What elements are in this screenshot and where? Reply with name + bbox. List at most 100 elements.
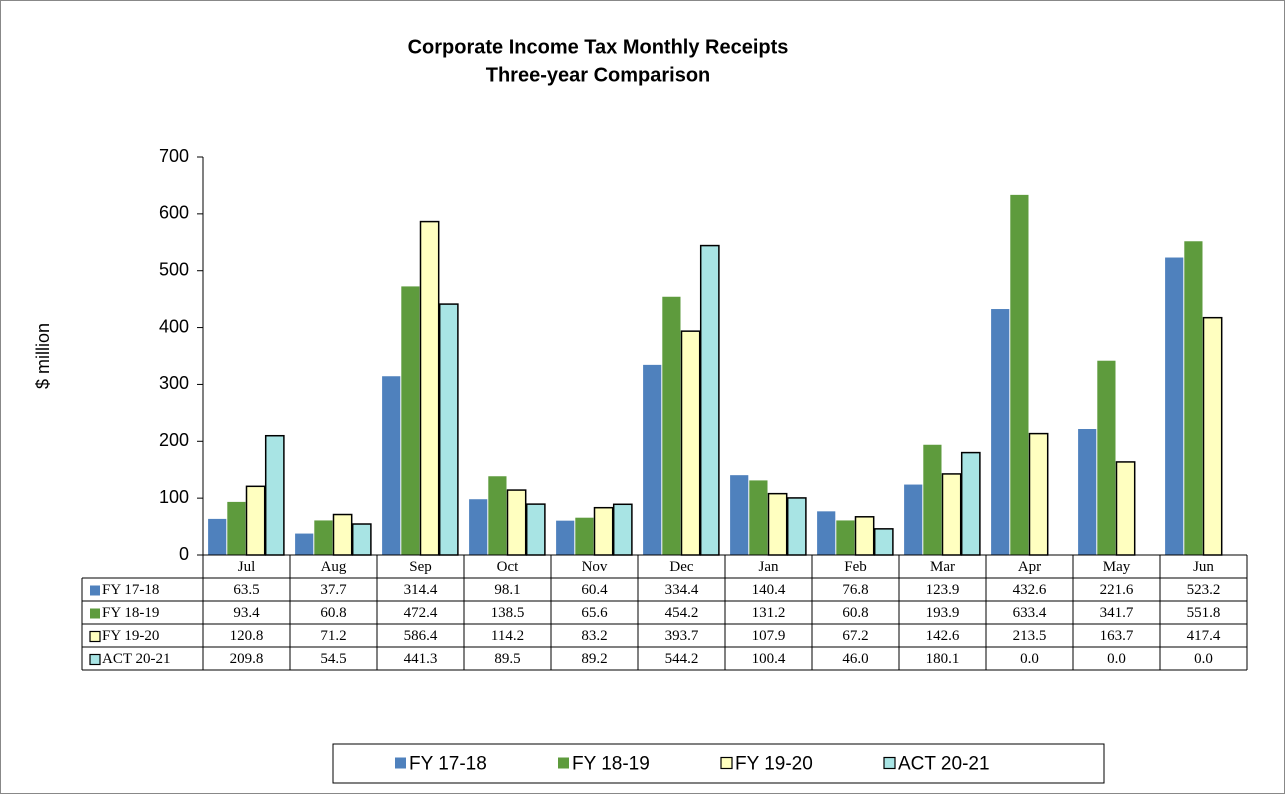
table-value: 551.8: [1187, 605, 1221, 621]
bar: [662, 296, 681, 555]
bar: [991, 309, 1010, 555]
table-value: 209.8: [230, 651, 264, 667]
table-value: 98.1: [494, 582, 520, 598]
table-value: 46.0: [842, 651, 868, 667]
table-value: 193.9: [926, 605, 960, 621]
bar: [960, 451, 981, 556]
bar: [401, 286, 420, 555]
bar: [873, 528, 894, 556]
table-row-label: FY 18-19: [102, 605, 159, 621]
table-value: 63.5: [233, 582, 259, 598]
table-legend-key: [89, 630, 101, 643]
bar: [227, 501, 246, 555]
legend-key: [883, 756, 896, 770]
bar: [941, 473, 962, 556]
table-value: 60.8: [320, 605, 346, 621]
x-tick-label: Apr: [1018, 559, 1041, 575]
table-value: 221.6: [1100, 582, 1134, 598]
y-tick-label: 300: [159, 373, 189, 393]
bar: [854, 516, 875, 556]
x-tick-label: Feb: [844, 559, 867, 575]
x-tick-label: Jan: [759, 559, 779, 575]
table-value: 472.4: [404, 605, 438, 621]
x-tick-label: Oct: [497, 559, 519, 575]
table-value: 138.5: [491, 605, 525, 621]
table-value: 60.8: [842, 605, 868, 621]
table-value: 76.8: [842, 582, 868, 598]
table-value: 393.7: [665, 628, 699, 644]
bar: [923, 444, 942, 555]
table-value: 60.4: [581, 582, 608, 598]
table-value: 93.4: [233, 605, 260, 621]
table-value: 163.7: [1100, 628, 1134, 644]
legend-key: [395, 757, 406, 769]
bar: [506, 489, 527, 556]
chart-subtitle: Three-year Comparison: [486, 64, 711, 86]
table-value: 523.2: [1187, 582, 1221, 598]
table-row-label: FY 17-18: [102, 582, 159, 598]
table-value: 586.4: [404, 628, 438, 644]
table-value: 67.2: [842, 628, 868, 644]
bar: [1028, 432, 1049, 556]
table-value: 54.5: [320, 651, 346, 667]
table-value: 0.0: [1194, 651, 1213, 667]
table-row-label: FY 19-20: [102, 628, 159, 644]
bar: [469, 499, 488, 555]
x-tick-label: Dec: [669, 559, 693, 575]
bar: [817, 511, 836, 555]
legend-label: FY 17-18: [409, 754, 487, 775]
y-tick-label: 200: [159, 430, 189, 450]
bar: [351, 523, 372, 556]
table-row-label: ACT 20-21: [102, 651, 170, 667]
legend-key: [558, 757, 569, 769]
bar: [332, 513, 353, 556]
y-tick-label: 500: [159, 259, 189, 279]
y-tick-label: 400: [159, 316, 189, 336]
table-value: 140.4: [752, 582, 786, 598]
table-value: 142.6: [926, 628, 960, 644]
bar: [419, 220, 440, 556]
bar: [382, 376, 401, 555]
bar: [556, 520, 575, 555]
x-tick-label: Aug: [321, 559, 347, 575]
bar: [904, 484, 923, 555]
bar: [767, 492, 788, 556]
table-value: 123.9: [926, 582, 960, 598]
y-axis-label: $ million: [33, 323, 53, 389]
bar: [295, 533, 314, 555]
bar: [525, 503, 546, 556]
table-value: 89.2: [581, 651, 607, 667]
table-value: 334.4: [665, 582, 699, 598]
y-tick-label: 700: [159, 146, 189, 166]
bar: [593, 506, 614, 556]
y-tick-label: 600: [159, 203, 189, 223]
bar: [786, 497, 807, 556]
table-value: 314.4: [404, 582, 438, 598]
legend-label: FY 19-20: [735, 754, 813, 775]
bar: [643, 364, 662, 555]
y-tick-label: 100: [159, 487, 189, 507]
table-value: 71.2: [320, 628, 346, 644]
x-tick-label: Sep: [409, 559, 432, 575]
chart-title: Corporate Income Tax Monthly Receipts: [408, 36, 789, 58]
table-value: 441.3: [404, 651, 438, 667]
table-value: 114.2: [491, 628, 524, 644]
table-value: 120.8: [230, 628, 264, 644]
table-value: 213.5: [1013, 628, 1047, 644]
legend-box: [332, 743, 1105, 784]
bar: [264, 434, 285, 556]
x-tick-label: May: [1103, 559, 1131, 575]
x-tick-label: Nov: [582, 559, 608, 575]
table-value: 131.2: [752, 605, 786, 621]
legend-label: FY 18-19: [572, 754, 650, 775]
bar: [245, 485, 266, 556]
table-value: 100.4: [752, 651, 786, 667]
bar: [1115, 461, 1136, 556]
bar: [1202, 316, 1223, 556]
legend-key: [720, 756, 733, 770]
bar: [488, 476, 507, 555]
bar: [680, 330, 701, 556]
